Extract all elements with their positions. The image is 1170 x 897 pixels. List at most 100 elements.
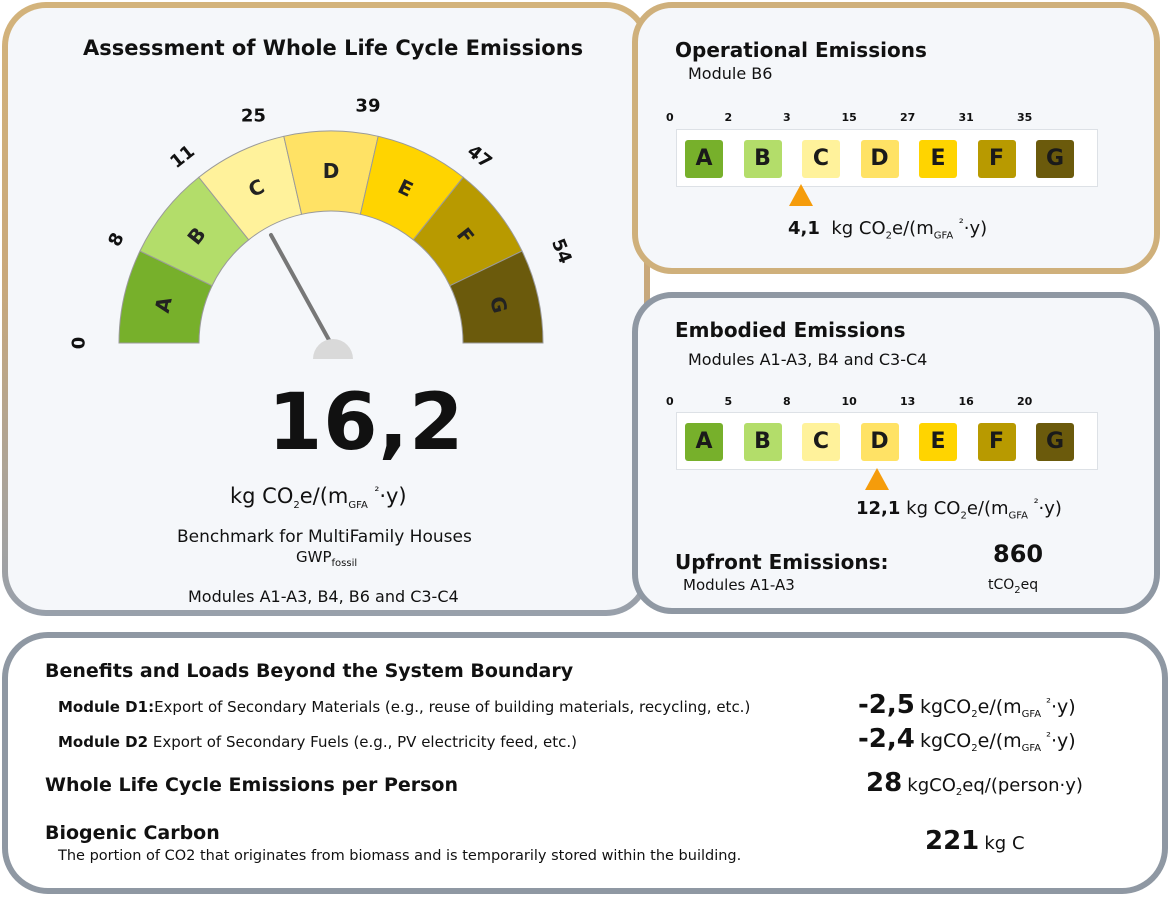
scale-tick-label: 8 — [783, 395, 791, 408]
module-d2-row: Module D2 Export of Secondary Fuels (e.g… — [58, 733, 577, 751]
operational-value: 4,1 — [788, 218, 820, 239]
scale-tick-label: 0 — [666, 111, 674, 124]
operational-marker — [789, 184, 813, 206]
scale-tick-label: 20 — [1017, 395, 1033, 408]
embodied-marker — [865, 468, 889, 490]
unit-part: e/(m — [977, 696, 1022, 718]
person-value: 28 — [866, 768, 903, 798]
embodied-value-line: 12,1 kg CO2e/(mGFA ²·y) — [856, 496, 1062, 522]
scale-tick-label: 5 — [724, 395, 733, 408]
unit-sup: ² — [1046, 729, 1051, 744]
operational-subtitle: Module B6 — [688, 64, 773, 83]
unit-sup: ² — [1033, 496, 1039, 510]
gauge-tick-label: 11 — [166, 141, 199, 173]
unit-part: kg CO — [230, 484, 294, 508]
unit-sub: 2 — [1014, 584, 1021, 596]
embodied-subtitle: Modules A1-A3, B4 and C3-C4 — [688, 350, 928, 369]
unit-part: ·y) — [1038, 498, 1062, 519]
total-value: 16,2 — [268, 378, 465, 468]
gauge-tick-label: 54 — [547, 236, 576, 267]
biogenic-text: The portion of CO2 that originates from … — [58, 848, 742, 864]
module-d1-value-line: -2,5 kgCO2e/(mGFA ²·y) — [858, 690, 1076, 720]
unit-sub: 2 — [293, 500, 300, 512]
benchmark-label: Benchmark for MultiFamily Houses — [177, 527, 472, 547]
gauge-hub — [313, 339, 353, 359]
gauge-tick-label: 8 — [104, 230, 128, 250]
module-d1-text: Export of Secondary Materials (e.g., reu… — [154, 698, 751, 716]
upfront-unit: tCO2eq — [988, 577, 1038, 596]
grade-cell-b: B — [743, 423, 782, 461]
biogenic-unit: kg C — [984, 833, 1025, 854]
unit-sub: 2 — [960, 510, 967, 522]
unit-sup: ² — [958, 216, 964, 230]
module-d2-text: Export of Secondary Fuels (e.g., PV elec… — [152, 733, 578, 751]
gwp-sub: fossil — [331, 558, 358, 569]
gwp-text: GWP — [296, 548, 332, 566]
scale-tick-label: 13 — [900, 395, 916, 408]
person-title: Whole Life Cycle Emissions per Person — [45, 774, 459, 796]
unit-part: e/(m — [892, 218, 934, 239]
grade-cell-f: F — [977, 140, 1016, 178]
unit-part: tCO — [988, 577, 1015, 593]
embodied-title: Embodied Emissions — [675, 318, 906, 342]
grade-cell-e: E — [919, 140, 957, 178]
grade-cell-a: A — [685, 423, 723, 461]
biogenic-value-line: 221 kg C — [925, 826, 1025, 856]
grade-cell-e: E — [919, 423, 957, 461]
unit-part: eq — [1020, 577, 1039, 593]
unit-sub: GFA — [1021, 743, 1042, 755]
upfront-title: Upfront Emissions: — [675, 550, 889, 574]
grade-cell-b: B — [743, 140, 782, 178]
scale-tick-label: 27 — [900, 111, 916, 124]
biogenic-value: 221 — [925, 826, 980, 856]
unit-part: kgCO — [919, 730, 972, 752]
bottom-panel — [2, 632, 1168, 894]
upfront-value: 860 — [993, 540, 1044, 568]
gauge-tick-label: 0 — [69, 337, 90, 350]
unit-part: ·y) — [379, 484, 407, 508]
unit-part: kg CO — [906, 498, 961, 519]
module-d1-row: Module D1:Export of Secondary Materials … — [58, 698, 750, 716]
module-d2-label: Module D2 — [58, 733, 149, 751]
benefits-title: Benefits and Loads Beyond the System Bou… — [45, 660, 574, 682]
gauge-grade-label: D — [323, 159, 340, 183]
scale-tick-label: 15 — [841, 111, 857, 124]
unit-part: ·y) — [963, 218, 988, 239]
gauge-needle — [269, 233, 331, 342]
grade-cell-g: G — [1036, 423, 1074, 461]
module-d1-label: Module D1: — [58, 698, 155, 716]
module-d2-value-line: -2,4 kgCO2e/(mGFA ²·y) — [858, 724, 1076, 754]
unit-sub: GFA — [1008, 510, 1028, 522]
module-d2-value: -2,4 — [858, 724, 915, 754]
unit-part: kgCO — [907, 775, 956, 796]
unit-part: e/(m — [299, 484, 349, 508]
unit-sup: ² — [374, 484, 380, 498]
unit-part: ·y) — [1050, 730, 1076, 752]
unit-sub: 2 — [955, 787, 963, 799]
modules-label: Modules A1-A3, B4, B6 and C3-C4 — [188, 587, 459, 606]
scale-tick-label: 10 — [841, 395, 857, 408]
scale-tick-label: 16 — [958, 395, 974, 408]
upfront-modules: Modules A1-A3 — [683, 576, 795, 594]
total-unit: kg CO2e/(mGFA ²·y) — [230, 484, 407, 511]
grade-cell-f: F — [977, 423, 1016, 461]
unit-sup: ² — [1046, 695, 1051, 710]
unit-sub: GFA — [1021, 709, 1042, 721]
page-title: Assessment of Whole Life Cycle Emissions — [83, 36, 584, 60]
unit-sub: GFA — [348, 500, 368, 512]
unit-part: ·y) — [1050, 696, 1076, 718]
unit-part: e/(m — [966, 498, 1009, 519]
module-d1-value: -2,5 — [858, 690, 915, 720]
scale-tick-label: 3 — [783, 111, 791, 124]
person-value-line: 28 kgCO2eq/(person·y) — [866, 768, 1083, 798]
grade-cell-d: D — [860, 140, 899, 178]
operational-value-line: 4,1 kg CO2e/(mGFA ²·y) — [788, 216, 987, 242]
unit-part: kgCO — [919, 696, 972, 718]
unit-sub: GFA — [933, 230, 954, 242]
gwp-label: GWPfossil — [296, 548, 357, 569]
gauge-tick-label: 39 — [355, 95, 380, 116]
grade-cell-c: C — [802, 423, 840, 461]
unit-part: eq/(person·y) — [962, 775, 1083, 796]
scale-tick-label: 2 — [724, 111, 733, 124]
unit-part: e/(m — [977, 730, 1022, 752]
